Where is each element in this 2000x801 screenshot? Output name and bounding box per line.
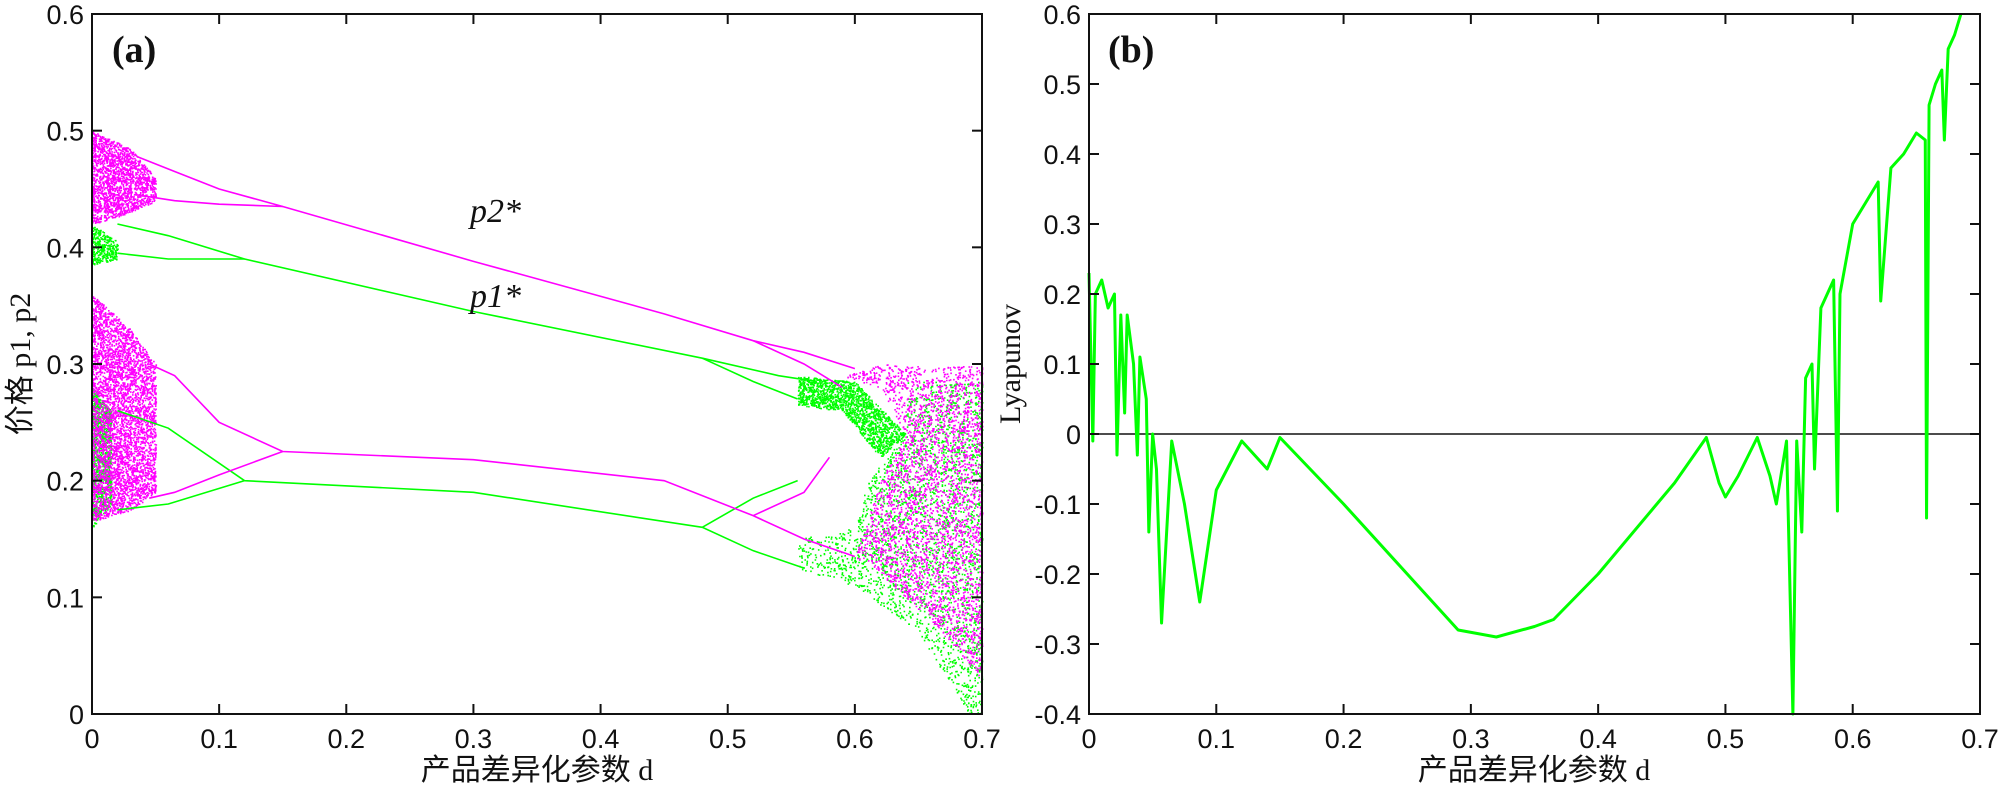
chaotic-region-p2 (92, 296, 158, 522)
x-tick-label: 0.1 (200, 724, 238, 754)
x-tick-label: 0.7 (963, 724, 1001, 754)
y-tick-label: 0.3 (1043, 210, 1081, 240)
x-tick-label: 0 (84, 724, 99, 754)
x-tick-label: 0.7 (1961, 724, 1999, 754)
x-tick-label: 0.6 (836, 724, 874, 754)
chaotic-region-p1 (92, 226, 119, 266)
y-tick-label: -0.3 (1034, 630, 1081, 660)
x-tick-label: 0.6 (1834, 724, 1872, 754)
y-axis-label-a: 价格 p1, p2 (4, 293, 37, 436)
x-tick-label: 0.5 (1707, 724, 1745, 754)
y-tick-label: 0 (1066, 420, 1081, 450)
branch-p2 (752, 456, 831, 517)
bifurcation-panel: 0 0.1 0.2 0.3 0.4 0.5 0.6 0.7 0 0.1 0.2 0.3 0.4 0.5 0.… (4, 0, 1001, 787)
x-axis-label-a: 产品差异化参数 d (421, 754, 654, 787)
x-tick-label: 0.4 (582, 724, 620, 754)
x-tick-label: 0.2 (328, 724, 366, 754)
branch-p2 (136, 155, 856, 370)
x-axis-label-b: 产品差异化参数 d (1418, 754, 1651, 787)
y-tick-label: 0.4 (1043, 140, 1081, 170)
branch-p2 (149, 450, 283, 499)
y-tick-label: 0.1 (1043, 350, 1081, 380)
axes-frame-a (91, 13, 983, 715)
y-tick-label: -0.1 (1034, 490, 1081, 520)
x-tick-label: 0.4 (1579, 724, 1617, 754)
lyapunov-panel: 0 0.1 0.2 0.3 0.4 0.5 0.6 0.7 -0.4 -0.3 -0.2 -0.1 0 0… (994, 0, 1999, 787)
y-tick-label: 0.2 (1043, 280, 1081, 310)
branch-p1 (701, 357, 798, 400)
branch-p1 (117, 479, 245, 511)
x-tick-label: 0.3 (455, 724, 493, 754)
axis-ticks-a: 0 0.1 0.2 0.3 0.4 0.5 0.6 0.7 0 0.1 0.2 0.3 0.4 0.5 0.… (46, 0, 1000, 754)
y-tick-label: 0.2 (46, 467, 84, 497)
x-tick-label: 0 (1081, 724, 1096, 754)
annotation-p2-star: p2* (468, 193, 521, 230)
chaotic-region-p1 (797, 376, 907, 457)
y-tick-label: 0.1 (46, 583, 84, 613)
y-tick-label: 0 (69, 700, 84, 730)
y-tick-label: -0.4 (1034, 700, 1081, 730)
bifurcation-plot-area (92, 131, 984, 715)
y-axis-label-b: Lyapunov (994, 304, 1027, 424)
x-tick-label: 0.2 (1325, 724, 1363, 754)
lyapunov-plot-area (1087, 13, 1980, 716)
y-tick-label: 0.3 (46, 350, 84, 380)
branch-p1 (117, 409, 805, 569)
branch-p2 (148, 363, 856, 558)
branch-p1 (701, 479, 798, 529)
y-tick-label: 0.5 (46, 117, 84, 147)
y-tick-label: 0.6 (46, 0, 84, 30)
x-tick-label: 0.3 (1452, 724, 1490, 754)
panel-label-a: (a) (112, 29, 156, 71)
annotation-p1-star: p1* (468, 278, 521, 315)
branch-p1 (117, 252, 245, 260)
x-tick-label: 0.1 (1198, 724, 1236, 754)
chaotic-region-p2 (92, 131, 157, 224)
axis-ticks-b: 0 0.1 0.2 0.3 0.4 0.5 0.6 0.7 -0.4 -0.3 -0.2 -0.1 0 0… (1034, 0, 1998, 754)
branch-p2 (752, 339, 843, 389)
y-tick-label: 0.6 (1043, 0, 1081, 30)
branch-p2 (136, 194, 283, 208)
y-tick-label: 0.5 (1043, 70, 1081, 100)
lyapunov-line (1087, 13, 1963, 716)
branch-p1 (117, 223, 817, 383)
x-tick-label: 0.5 (709, 724, 747, 754)
axes-frame-b (1088, 13, 1981, 715)
y-tick-label: -0.2 (1034, 560, 1081, 590)
panel-label-b: (b) (1108, 29, 1154, 71)
y-tick-label: 0.4 (46, 233, 84, 263)
